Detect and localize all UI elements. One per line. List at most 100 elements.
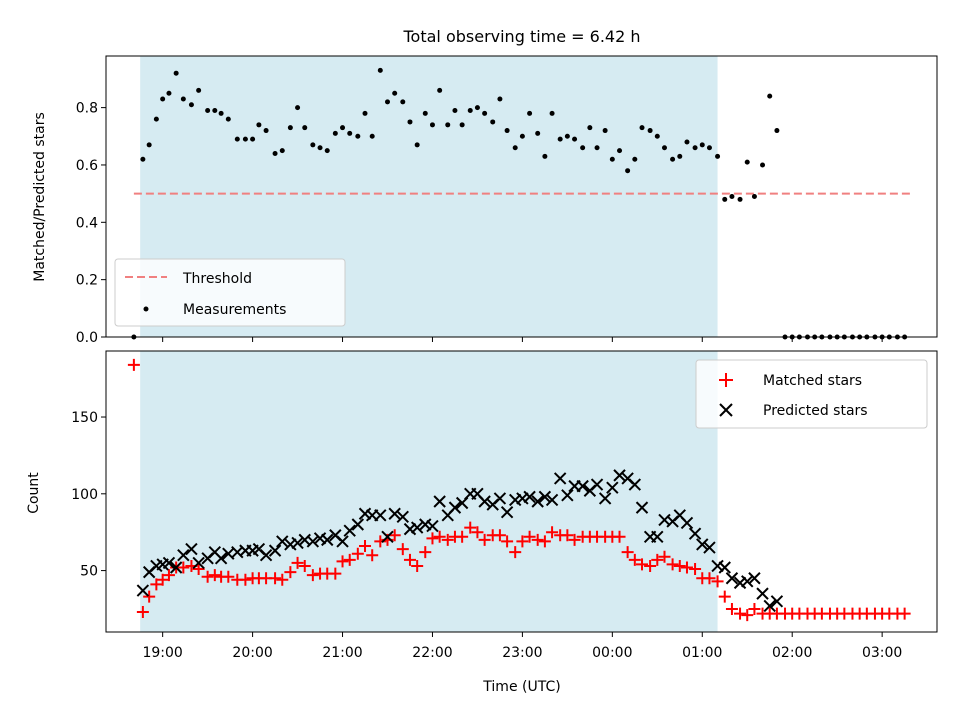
- bottom-x-axis: 19:00 20:00 21:00 22:00 23:00 00:00 01:00 02:00…: [142, 632, 902, 661]
- measurement-point: [369, 133, 375, 139]
- matched-point: [441, 533, 454, 546]
- measurement-point: [557, 136, 563, 142]
- matched-point: [516, 535, 529, 548]
- matched-point: [291, 556, 304, 569]
- predicted-point: [763, 599, 776, 613]
- bottom-y-axis-label: Count: [26, 472, 42, 514]
- matched-point: [748, 602, 761, 615]
- bottom-y-tick-label: 100: [71, 487, 98, 503]
- measurement-point: [225, 116, 231, 122]
- predicted-point: [545, 493, 559, 507]
- measurement-point: [180, 96, 186, 102]
- measurement-point: [287, 125, 293, 131]
- predicted-point: [756, 587, 769, 600]
- top-x-axis: [162, 337, 883, 342]
- measurement-point: [497, 96, 503, 102]
- bottom-legend-box: [695, 359, 928, 429]
- measurement-point: [572, 136, 578, 142]
- measurement-point: [580, 145, 586, 151]
- measurement-point: [340, 125, 346, 131]
- measurement-point: [767, 93, 773, 99]
- predicted-point: [351, 518, 365, 531]
- matched-point: [478, 533, 491, 546]
- matched-points: [127, 358, 911, 622]
- matched-point: [464, 521, 477, 534]
- measurement-point: [407, 119, 413, 125]
- matched-point: [493, 529, 506, 542]
- bottom-y-tick-label: 50: [80, 564, 98, 580]
- x-tick-label: 02:00: [772, 645, 812, 661]
- matched-point: [666, 558, 679, 571]
- measurement-point: [205, 107, 211, 113]
- measurement-point: [429, 122, 435, 128]
- measurement-point: [564, 133, 570, 139]
- measurement-point: [684, 139, 690, 145]
- measurement-point: [256, 122, 262, 128]
- legend-measurement-swatch: [143, 306, 149, 312]
- measurement-point: [625, 168, 631, 174]
- matched-point: [351, 547, 364, 560]
- predicted-point: [590, 478, 604, 491]
- predicted-point: [613, 469, 626, 482]
- predicted-point: [576, 479, 589, 493]
- predicted-point: [259, 549, 273, 562]
- predicted-point: [268, 544, 282, 557]
- measurement-point: [400, 99, 406, 105]
- predicted-point: [748, 572, 761, 585]
- measurement-point: [414, 142, 420, 148]
- measurement-point: [242, 136, 248, 142]
- measurement-point: [594, 145, 600, 151]
- matched-point: [471, 526, 484, 539]
- measurement-point: [737, 196, 743, 202]
- measurement-point: [647, 128, 653, 134]
- predicted-point: [136, 584, 150, 597]
- legend-predicted-label: Predicted stars: [763, 403, 868, 419]
- measurement-point: [140, 156, 146, 162]
- x-tick-label: 21:00: [322, 645, 362, 661]
- matched-point: [531, 533, 544, 546]
- predicted-point: [381, 530, 394, 544]
- measurement-point: [355, 133, 361, 139]
- measurement-point: [173, 70, 179, 76]
- matched-point: [501, 535, 514, 548]
- top-legend-box: [114, 258, 346, 327]
- predicted-point: [500, 506, 514, 519]
- top-y-tick-label: 0.6: [76, 158, 98, 174]
- matched-point: [711, 575, 724, 588]
- legend-predicted-swatch: [719, 403, 733, 417]
- measurement-point: [715, 153, 721, 159]
- matched-point: [523, 530, 536, 543]
- predicted-point: [703, 541, 716, 554]
- matched-point: [456, 530, 469, 543]
- measurement-point: [474, 105, 480, 111]
- matched-point: [651, 553, 664, 566]
- matched-point: [509, 546, 522, 559]
- measurement-point: [535, 130, 541, 136]
- measurement-point: [609, 156, 615, 162]
- matched-point: [143, 590, 156, 603]
- measurement-point: [196, 87, 202, 93]
- predicted-point: [410, 521, 424, 534]
- matched-point: [433, 530, 446, 543]
- measurement-point: [392, 90, 398, 96]
- predicted-point: [306, 535, 320, 548]
- predicted-point: [388, 507, 401, 520]
- x-tick-label: 20:00: [232, 645, 272, 661]
- measurement-point: [263, 128, 269, 134]
- measurement-point: [512, 145, 518, 151]
- matched-point: [156, 573, 169, 586]
- measurement-point: [722, 196, 728, 202]
- matched-point: [419, 546, 432, 559]
- measurement-point: [654, 133, 660, 139]
- measurement-point: [744, 159, 750, 165]
- measurement-point: [332, 130, 338, 136]
- matched-point: [284, 566, 297, 579]
- measurement-point: [347, 130, 353, 136]
- matched-point: [177, 561, 190, 574]
- predicted-point: [725, 572, 739, 585]
- measurement-point: [422, 110, 428, 116]
- matched-point: [150, 578, 163, 591]
- measurement-point: [324, 148, 330, 154]
- bottom-plot-frame: [105, 350, 938, 633]
